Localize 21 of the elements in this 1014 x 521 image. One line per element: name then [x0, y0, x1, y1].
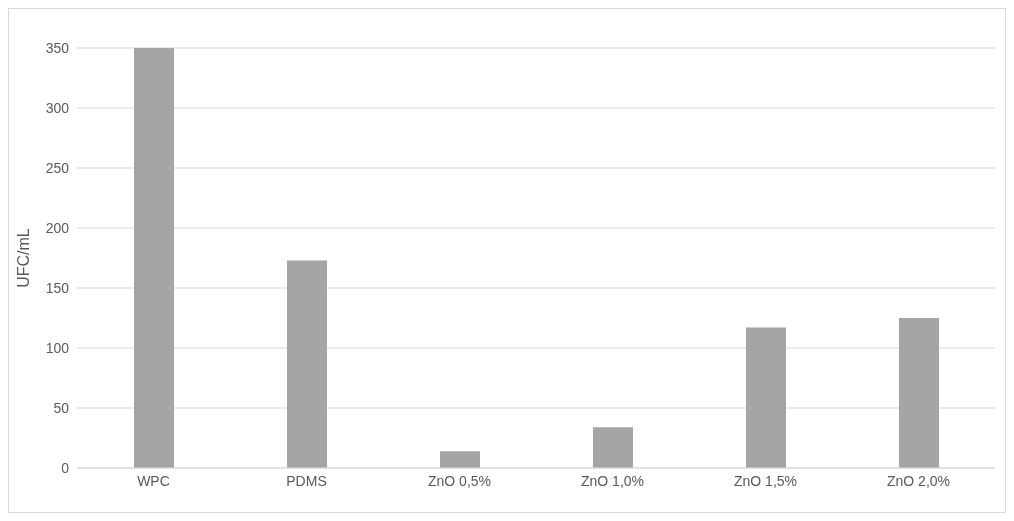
y-tick-label: 0 — [61, 459, 70, 476]
y-tick-label: 350 — [45, 39, 70, 56]
y-tick-label: 50 — [53, 399, 70, 416]
bar — [134, 48, 174, 468]
bar — [440, 451, 480, 468]
y-axis-title: UFC/mL — [14, 228, 32, 288]
x-tick-label: ZnO 1,0% — [580, 472, 645, 489]
y-tick-label: 250 — [45, 159, 70, 176]
y-tick-label: 100 — [45, 339, 70, 356]
bar — [593, 427, 633, 468]
bar — [899, 318, 939, 468]
x-tick-label: WPC — [137, 472, 170, 489]
x-tick-label: ZnO 1,5% — [733, 472, 798, 489]
bar — [287, 260, 327, 468]
x-tick-label: PDMS — [286, 472, 327, 489]
y-tick-label: 200 — [45, 219, 70, 236]
bar — [746, 327, 786, 468]
y-tick-label: 300 — [45, 99, 70, 116]
y-tick-label: 150 — [45, 279, 70, 296]
x-tick-label: ZnO 2,0% — [886, 472, 951, 489]
x-tick-label: ZnO 0,5% — [427, 472, 492, 489]
